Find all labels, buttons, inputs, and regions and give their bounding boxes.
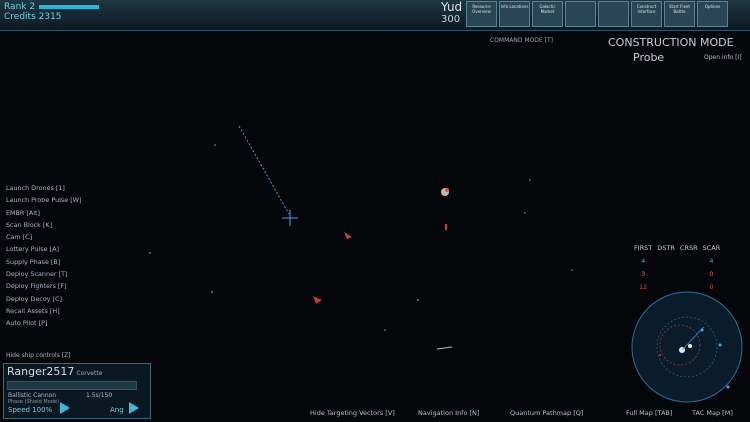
- enemy-ship[interactable]: [344, 232, 352, 239]
- rank-label: Rank 2: [4, 2, 36, 12]
- resource-value: 300: [441, 14, 461, 25]
- weapon-cooldown: 1.5s/150: [86, 392, 113, 399]
- toggle-navigation-info[interactable]: Navigation Info [N]: [418, 409, 480, 417]
- scoreboard-row: 3 0: [634, 267, 725, 280]
- station[interactable]: [441, 188, 449, 196]
- radar-minimap[interactable]: [630, 290, 744, 404]
- score-cell: [680, 267, 703, 280]
- weapon-name: Ballistic Cannon: [8, 392, 57, 399]
- toolbar: Resource Overview Info Locations Galacti…: [466, 1, 728, 27]
- toggle-quantum-pathmap[interactable]: Quantum Pathmap [Q]: [510, 409, 584, 417]
- toolbar-button-construct[interactable]: Construct Interface: [631, 1, 662, 27]
- selected-unit-label: Probe: [633, 51, 665, 64]
- toolbar-button-empty-1[interactable]: [565, 1, 596, 27]
- enemy-ship[interactable]: [313, 296, 322, 304]
- toolbar-button-options[interactable]: Options: [697, 1, 728, 27]
- command-mode-toggle[interactable]: COMMAND MODE [T]: [490, 37, 553, 44]
- ship-action-menu: Launch Drones [1] Launch Probe Pulse [W]…: [6, 182, 82, 330]
- minimap-friendly: [726, 385, 730, 389]
- construction-mode-title: CONSTRUCTION MODE: [608, 36, 734, 49]
- score-cell: [680, 254, 703, 267]
- ship-status-text: Phase (Shield Mode): [8, 399, 60, 405]
- hull-bar: [7, 381, 137, 390]
- credits-label: Credits 2315: [4, 12, 62, 22]
- minimap-unit: [688, 344, 692, 348]
- angle-arrow-icon[interactable]: [129, 402, 139, 414]
- score-header: DSTR: [657, 243, 675, 252]
- top-bar: Rank 2 Credits 2315 Yud 300 Resource Ove…: [0, 0, 750, 31]
- xp-bar: [39, 4, 100, 9]
- beacon: [445, 224, 447, 230]
- menu-item-probe-pulse[interactable]: Launch Probe Pulse [W]: [6, 196, 82, 205]
- toolbar-button-info-locations[interactable]: Info Locations: [499, 1, 530, 27]
- star-dots: [149, 144, 573, 331]
- score-cell: 12: [639, 282, 648, 291]
- debris: [436, 346, 453, 350]
- score-cell: 0: [709, 269, 714, 278]
- menu-item-deploy-scanner[interactable]: Deploy Scanner [T]: [6, 270, 68, 279]
- score-cell: [657, 254, 680, 267]
- score-header: FIRST: [634, 243, 653, 252]
- targeting-vector: [238, 125, 290, 215]
- minimap-friendly: [700, 328, 704, 332]
- angle-label: Ang: [110, 406, 124, 414]
- toggle-targeting-vectors[interactable]: Hide Targeting Vectors [V]: [310, 409, 395, 417]
- player-status: Rank 2 Credits 2315: [4, 2, 100, 22]
- score-cell: 0: [709, 282, 714, 291]
- ship-info-panel: Ranger2517 Corvette Ballistic Cannon 1.5s…: [3, 363, 151, 419]
- ship-name: Ranger2517: [7, 365, 75, 378]
- minimap-enemy: [659, 354, 661, 356]
- target-crosshair: [282, 210, 298, 226]
- score-header: CRSR: [679, 243, 698, 252]
- score-cell: 4: [641, 256, 646, 265]
- resource-label: Yud: [441, 0, 463, 14]
- speed-label: Speed 100%: [8, 406, 53, 414]
- speed-arrow-icon[interactable]: [60, 402, 70, 414]
- toggle-tac-map[interactable]: TAC Map [M]: [692, 409, 733, 417]
- menu-item-deploy-decoy[interactable]: Deploy Decoy [C]: [6, 294, 62, 303]
- minimap-friendly: [718, 343, 722, 347]
- menu-item-deploy-fighters[interactable]: Deploy Fighters [F]: [6, 282, 67, 291]
- menu-item-scan-block[interactable]: Scan Block [K]: [6, 220, 53, 229]
- score-cell: 3: [641, 269, 646, 278]
- hide-controls-link[interactable]: Hide ship controls [Z]: [6, 352, 71, 359]
- toolbar-button-empty-2[interactable]: [598, 1, 629, 27]
- menu-item-cam[interactable]: Cam [C]: [6, 233, 33, 242]
- scoreboard-row: 12 0: [634, 280, 725, 293]
- scoreboard-header: FIRST DSTR CRSR SCAR: [634, 241, 725, 254]
- scoreboard: FIRST DSTR CRSR SCAR 4 4 3 0 12 0: [634, 241, 725, 293]
- scoreboard-row: 4 4: [634, 254, 725, 267]
- toolbar-button-fleet-battle[interactable]: Start Fleet Battle: [664, 1, 695, 27]
- toolbar-button-resource-overview[interactable]: Resource Overview: [466, 1, 497, 27]
- score-header: SCAR: [702, 243, 721, 252]
- ship-class: Corvette: [76, 370, 103, 377]
- toolbar-button-galactic-market[interactable]: Galactic Market: [532, 1, 563, 27]
- toggle-full-map[interactable]: Full Map [TAB]: [626, 409, 673, 417]
- menu-item-auto-pilot[interactable]: Auto Pilot [P]: [6, 319, 48, 328]
- menu-item-lottery-pulse[interactable]: Lottery Pulse [A]: [6, 245, 59, 254]
- score-cell: 4: [709, 256, 714, 265]
- score-cell: [657, 267, 680, 280]
- menu-item-supply-phase[interactable]: Supply Phase [B]: [6, 257, 61, 266]
- menu-item-embr[interactable]: EMBR [Alt]: [6, 208, 41, 217]
- open-info-link[interactable]: Open info [I]: [704, 54, 742, 61]
- menu-item-recall-assets[interactable]: Recall Assets [H]: [6, 306, 60, 315]
- menu-item-launch-drones[interactable]: Launch Drones [1]: [6, 184, 65, 192]
